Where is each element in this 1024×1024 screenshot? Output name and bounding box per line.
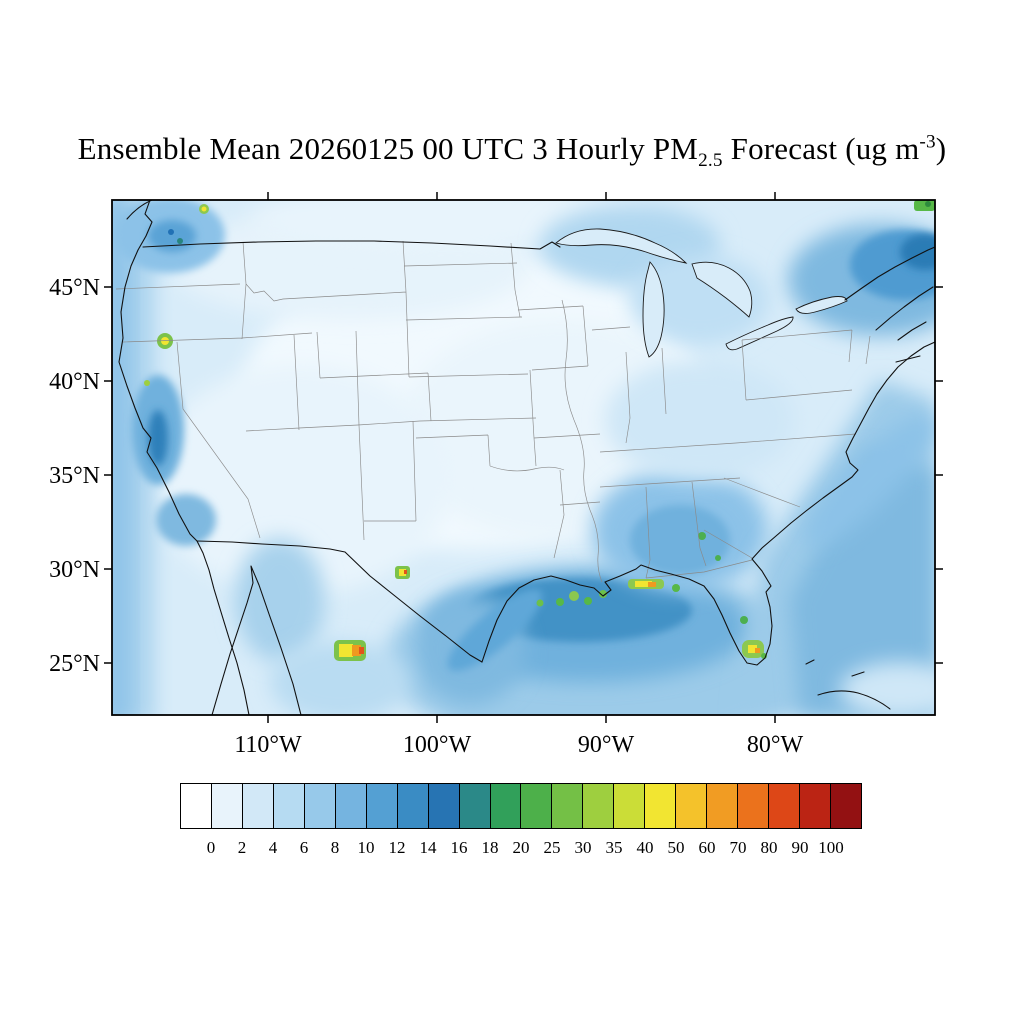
colorbar-tick-label: 80 xyxy=(760,838,778,857)
hotspot-florida xyxy=(740,616,767,659)
us-canada-border xyxy=(142,240,935,301)
hotspot-north-border xyxy=(199,204,209,214)
colorbar-cell xyxy=(366,784,398,828)
axis-ticks xyxy=(104,192,943,723)
colorbar-tick-label: 4 xyxy=(268,838,278,857)
colorbar-cell xyxy=(521,784,553,828)
gulf-and-east-coast xyxy=(481,341,935,666)
colorbar-cells xyxy=(180,783,862,829)
colorbar-tick-label: 2 xyxy=(237,838,247,857)
lake-michigan xyxy=(642,261,665,358)
hotspot-southern-oregon xyxy=(157,333,173,349)
colorbar-cell xyxy=(831,784,861,828)
plot-title-text: Ensemble Mean 20260125 00 UTC 3 Hourly P… xyxy=(77,131,699,166)
hotspot-gulf-coast xyxy=(536,579,680,607)
colorbar-cell xyxy=(490,784,522,828)
colorbar-cell xyxy=(428,784,460,828)
colorbar-tick-label: 60 xyxy=(698,838,716,857)
colorbar-cell xyxy=(397,784,429,828)
colorbar-cell xyxy=(552,784,584,828)
colorbar-tick-label: 50 xyxy=(667,838,685,857)
vancouver-island xyxy=(126,200,153,220)
st-lawrence xyxy=(875,286,934,331)
colorbar-tick-label: 30 xyxy=(574,838,592,857)
colorbar-cell xyxy=(738,784,770,828)
colorbar-cell xyxy=(304,784,336,828)
coastlines xyxy=(118,200,935,715)
lat-label-35: 35°N xyxy=(49,463,100,489)
hotspots xyxy=(144,200,935,661)
colorbar-labels: 0 2 4 6 8 10 12 14 16 18 20 25 30 35 40 50 60 70 80 90 100 xyxy=(180,838,862,860)
plot-title-superscript: -3 xyxy=(919,131,936,153)
hotspot-west-texas-mexico xyxy=(334,640,366,661)
colorbar-tick-label: 6 xyxy=(299,838,309,857)
colorbar-tick-label: 40 xyxy=(636,838,654,857)
hotspot-texas-border xyxy=(395,566,410,579)
colorbar-cell xyxy=(769,784,801,828)
colorbar-cell xyxy=(800,784,832,828)
lat-label-25: 25°N xyxy=(49,651,100,677)
colorbar-cell xyxy=(211,784,243,828)
us-mexico-border xyxy=(196,540,483,663)
colorbar-cell xyxy=(273,784,305,828)
lake-erie xyxy=(725,316,794,351)
pacific-coast xyxy=(118,200,250,715)
colorbar-tick-label: 14 xyxy=(419,838,437,857)
plot-title: Ensemble Mean 20260125 00 UTC 3 Hourly P… xyxy=(0,131,1024,172)
colorbar-cell xyxy=(614,784,646,828)
map-fill-field xyxy=(112,200,935,715)
cuba-bahamas xyxy=(805,659,891,710)
hotspot-northeast-corner xyxy=(914,200,935,211)
colorbar-tick-label: 100 xyxy=(818,838,844,857)
colorbar-tick-label: 10 xyxy=(357,838,375,857)
lon-label-110: 110°W xyxy=(234,732,302,758)
colorbar-tick-label: 18 xyxy=(481,838,499,857)
colorbar-tick-label: 70 xyxy=(729,838,747,857)
colorbar-cell xyxy=(676,784,708,828)
lake-huron xyxy=(691,261,753,318)
hotspot-georgia xyxy=(698,532,721,561)
hotspot-north-california xyxy=(144,380,150,386)
colorbar-cell xyxy=(583,784,615,828)
lon-label-90: 90°W xyxy=(578,732,635,758)
colorbar-tick-label: 25 xyxy=(543,838,561,857)
great-lakes xyxy=(555,228,848,358)
lake-ontario xyxy=(795,296,848,314)
colorbar-cell xyxy=(645,784,677,828)
map-border xyxy=(111,199,936,716)
plot-title-text-2: Forecast (ug m xyxy=(722,131,920,166)
lat-label-45: 45°N xyxy=(49,275,100,301)
lake-superior xyxy=(555,228,688,264)
long-island xyxy=(895,355,921,363)
colorbar-cell xyxy=(181,784,212,828)
axis-labels: 45°N 40°N 35°N 30°N 25°N 110°W 100°W 90°… xyxy=(49,275,803,758)
maine-coast xyxy=(897,321,927,341)
colorbar-tick-label: 0 xyxy=(206,838,216,857)
colorbar-cell xyxy=(707,784,739,828)
gulf-of-california xyxy=(211,565,302,715)
state-boundaries xyxy=(115,240,871,583)
colorbar-tick-label: 90 xyxy=(791,838,809,857)
colorbar-tick-label: 16 xyxy=(450,838,468,857)
plot-title-text-3: ) xyxy=(935,131,947,166)
colorbar-cell xyxy=(459,784,491,828)
hotspot-puget-sound xyxy=(168,229,183,244)
lat-label-30: 30°N xyxy=(49,557,100,583)
colorbar-tick-label: 20 xyxy=(512,838,530,857)
lat-label-40: 40°N xyxy=(49,369,100,395)
lon-label-80: 80°W xyxy=(747,732,804,758)
colorbar-tick-label: 12 xyxy=(388,838,406,857)
colorbar-tick-label: 35 xyxy=(605,838,623,857)
colorbar-tick-label: 8 xyxy=(330,838,340,857)
lon-label-100: 100°W xyxy=(403,732,472,758)
colorbar-cell xyxy=(335,784,367,828)
colorbar-cell xyxy=(242,784,274,828)
plot-title-subscript: 2.5 xyxy=(698,150,723,172)
